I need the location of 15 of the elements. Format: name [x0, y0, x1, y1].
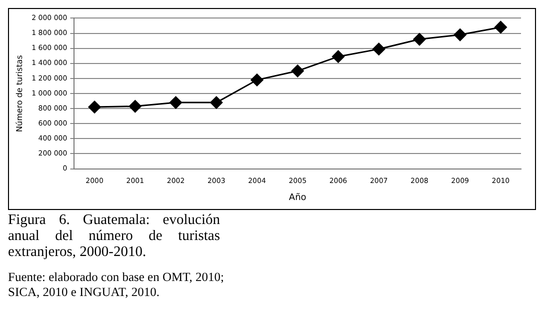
point — [372, 42, 386, 56]
point — [494, 20, 507, 34]
point — [332, 50, 344, 63]
point — [291, 64, 304, 78]
point — [88, 100, 101, 114]
point — [454, 28, 466, 42]
x-axis-title: Año — [288, 192, 307, 203]
point — [170, 96, 182, 109]
point — [250, 74, 264, 86]
source-note: Fuente: elaborado con base en OMT, 2010; SICA, 2010 e INGUAT, 2010. — [8, 270, 226, 300]
text: Figura 6. Guatemala: evolución anual del número de turistas extranjeros, 2000-2010. — [8, 212, 220, 260]
point — [413, 33, 426, 46]
point — [128, 100, 142, 113]
y-axis-title: Número de turistas — [14, 55, 24, 132]
point — [210, 96, 223, 109]
